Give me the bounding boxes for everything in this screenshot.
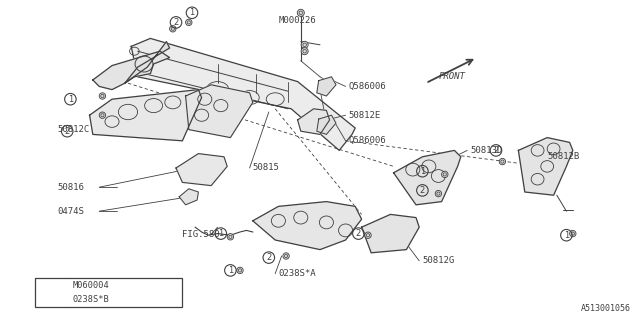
Text: 2: 2 bbox=[356, 229, 361, 238]
Text: M000226: M000226 bbox=[278, 16, 316, 25]
Text: 2: 2 bbox=[65, 127, 70, 136]
Text: FRONT: FRONT bbox=[438, 72, 465, 81]
Polygon shape bbox=[125, 42, 170, 83]
Text: 50815: 50815 bbox=[253, 164, 280, 172]
Text: M060004: M060004 bbox=[72, 281, 109, 290]
Text: Q586006: Q586006 bbox=[349, 136, 387, 145]
Text: 0238S*A: 0238S*A bbox=[278, 269, 316, 278]
Polygon shape bbox=[518, 138, 573, 195]
Text: 50812G: 50812G bbox=[422, 256, 454, 265]
Text: 1: 1 bbox=[564, 231, 569, 240]
Text: 50812B: 50812B bbox=[547, 152, 579, 161]
Text: 50812C: 50812C bbox=[58, 125, 90, 134]
FancyBboxPatch shape bbox=[35, 278, 182, 307]
Ellipse shape bbox=[570, 230, 576, 237]
Ellipse shape bbox=[99, 93, 106, 99]
Ellipse shape bbox=[99, 112, 106, 118]
Text: FIG.580: FIG.580 bbox=[182, 230, 220, 239]
Polygon shape bbox=[93, 51, 170, 90]
Polygon shape bbox=[179, 189, 198, 205]
Ellipse shape bbox=[186, 19, 192, 26]
Polygon shape bbox=[176, 154, 227, 186]
Ellipse shape bbox=[170, 26, 176, 32]
Text: 2: 2 bbox=[173, 18, 179, 27]
Ellipse shape bbox=[301, 48, 308, 55]
Text: 0474S: 0474S bbox=[58, 207, 84, 216]
Text: 2: 2 bbox=[266, 253, 271, 262]
Polygon shape bbox=[253, 202, 362, 250]
Text: 1: 1 bbox=[68, 95, 73, 104]
Text: Q586006: Q586006 bbox=[349, 82, 387, 91]
Text: 1: 1 bbox=[48, 281, 53, 290]
Ellipse shape bbox=[499, 158, 506, 165]
Text: 1: 1 bbox=[189, 8, 195, 17]
Ellipse shape bbox=[442, 171, 448, 178]
Polygon shape bbox=[317, 115, 336, 134]
Polygon shape bbox=[362, 214, 419, 253]
Ellipse shape bbox=[301, 41, 308, 48]
Polygon shape bbox=[186, 85, 253, 138]
Ellipse shape bbox=[435, 190, 442, 197]
Text: A513001056: A513001056 bbox=[580, 304, 630, 313]
Text: 50816: 50816 bbox=[58, 183, 84, 192]
Text: 50813D: 50813D bbox=[470, 146, 502, 155]
Polygon shape bbox=[90, 90, 202, 141]
Ellipse shape bbox=[365, 232, 371, 238]
Text: 2: 2 bbox=[48, 295, 53, 305]
Text: 1: 1 bbox=[218, 229, 223, 238]
Text: 0238S*B: 0238S*B bbox=[72, 295, 109, 305]
Text: 50812E: 50812E bbox=[349, 111, 381, 120]
Text: 2: 2 bbox=[420, 186, 425, 195]
Text: 1: 1 bbox=[228, 266, 233, 275]
Polygon shape bbox=[317, 77, 336, 96]
Text: 1: 1 bbox=[420, 167, 425, 176]
Polygon shape bbox=[394, 150, 461, 205]
Ellipse shape bbox=[237, 267, 243, 274]
Polygon shape bbox=[298, 109, 330, 134]
Text: 2: 2 bbox=[493, 146, 499, 155]
Polygon shape bbox=[131, 38, 355, 150]
Ellipse shape bbox=[227, 234, 234, 240]
Ellipse shape bbox=[283, 253, 289, 259]
Ellipse shape bbox=[297, 9, 304, 16]
